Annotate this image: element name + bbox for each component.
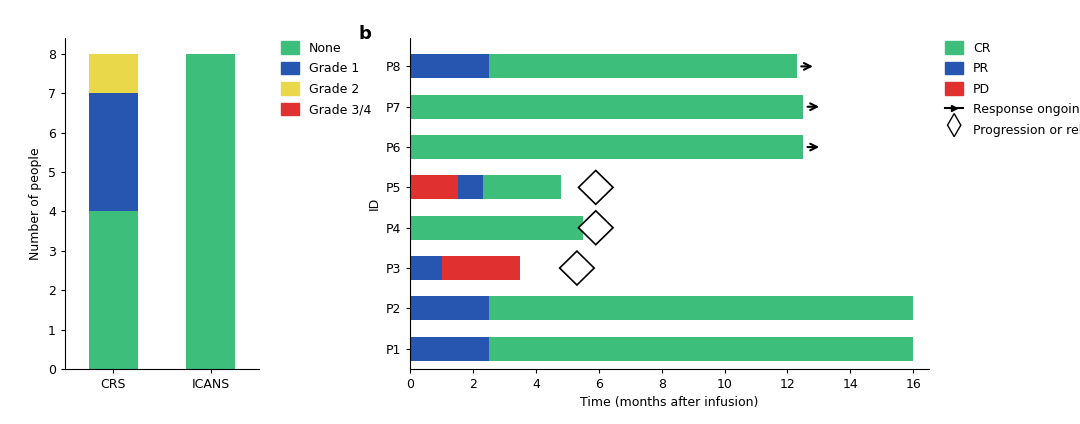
Legend: CR, PR, PD, Response ongoing, Progression or relapse: CR, PR, PD, Response ongoing, Progressio… xyxy=(945,41,1080,137)
Bar xyxy=(410,216,583,240)
Y-axis label: ID: ID xyxy=(367,197,380,210)
Bar xyxy=(410,95,804,119)
Bar xyxy=(442,256,521,280)
Bar xyxy=(89,212,138,369)
Bar xyxy=(489,337,913,361)
Y-axis label: Number of people: Number of people xyxy=(29,147,42,260)
Bar xyxy=(410,337,489,361)
Bar xyxy=(410,54,489,78)
Bar xyxy=(410,175,458,199)
Bar xyxy=(489,296,913,321)
Bar xyxy=(410,256,442,280)
X-axis label: Time (months after infusion): Time (months after infusion) xyxy=(580,396,759,410)
Bar xyxy=(89,54,138,93)
Polygon shape xyxy=(579,170,613,204)
Bar xyxy=(458,175,483,199)
Polygon shape xyxy=(579,211,613,245)
Bar xyxy=(410,296,489,321)
Bar xyxy=(410,135,804,159)
Bar xyxy=(483,175,562,199)
Legend: None, Grade 1, Grade 2, Grade 3/4: None, Grade 1, Grade 2, Grade 3/4 xyxy=(281,41,370,116)
Bar xyxy=(89,93,138,212)
Text: b: b xyxy=(359,25,372,43)
Bar xyxy=(186,54,235,369)
Bar xyxy=(489,54,797,78)
Polygon shape xyxy=(559,251,594,285)
